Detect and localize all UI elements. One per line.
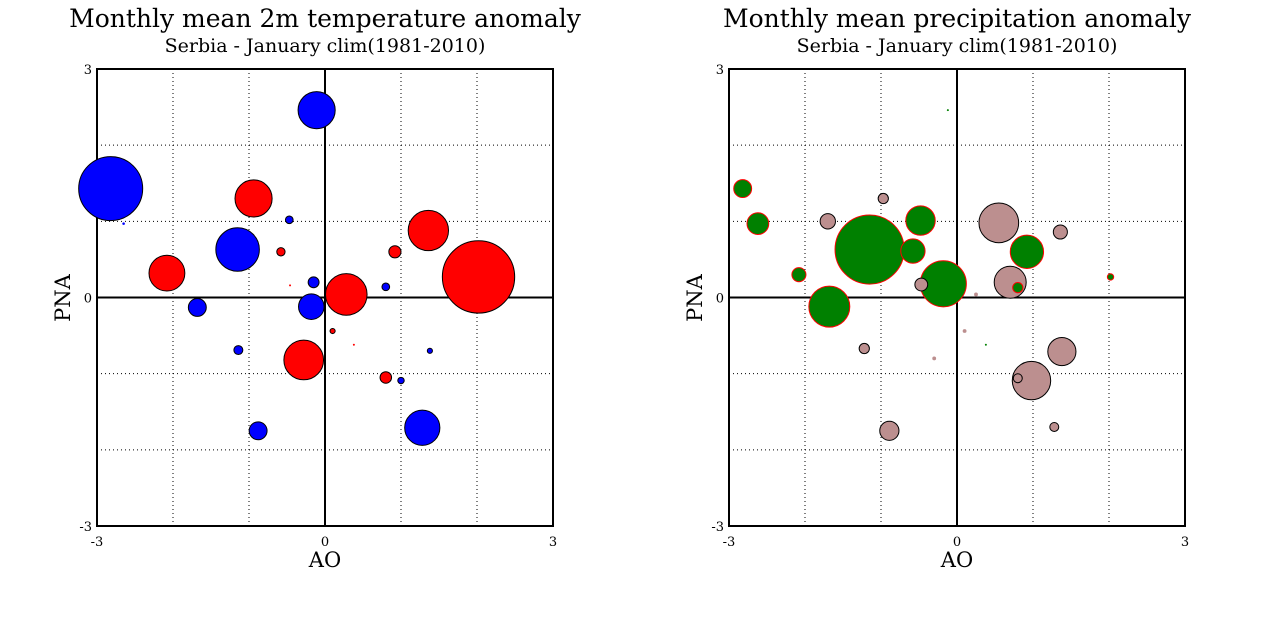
data-point-bubble (397, 376, 405, 385)
data-point-bubble (324, 273, 368, 316)
data-point-bubble (298, 293, 325, 320)
data-point-bubble (1106, 273, 1115, 281)
x-axis-label: AO (940, 548, 973, 572)
temperature-anomaly-panel: Monthly mean 2m temperature anomaly Serb… (51, 4, 582, 572)
data-point-bubble (407, 209, 450, 252)
data-point-bubble (122, 222, 125, 225)
data-point-bubble (307, 276, 320, 289)
data-point-bubble (733, 179, 753, 199)
data-point-bubble (148, 254, 186, 292)
x-tick-label: 0 (321, 535, 329, 550)
data-point-bubble (879, 420, 900, 441)
data-point-bubble (289, 284, 292, 287)
data-point-bubble (276, 247, 286, 257)
data-point-bubble (1052, 224, 1068, 240)
x-axis-label: AO (308, 548, 341, 572)
data-point-bubble (248, 421, 268, 441)
chart-title: Monthly mean precipitation anomaly (723, 4, 1192, 33)
y-tick-label: 0 (84, 292, 92, 307)
data-point-bubble (993, 265, 1027, 299)
data-point-bubble (1012, 373, 1023, 384)
y-tick-label: -3 (711, 520, 724, 535)
data-point-bubble (233, 345, 244, 356)
data-point-bubble (877, 192, 889, 205)
data-point-bubble (834, 214, 905, 285)
data-point-bubble (283, 339, 325, 381)
data-point-bubble (1009, 234, 1045, 269)
x-tick-label: 3 (549, 535, 557, 550)
data-point-bubble (858, 342, 870, 355)
data-point-bubble (379, 371, 393, 384)
data-point-bubble (1047, 336, 1077, 367)
x-tick-label: 0 (953, 535, 961, 550)
data-point-bubble (946, 109, 949, 112)
data-point-bubble (352, 343, 355, 346)
data-point-bubble (329, 327, 336, 335)
chart-subtitle: Serbia - January clim(1981-2010) (797, 35, 1118, 57)
data-point-bubble (78, 156, 144, 222)
data-point-bubble (381, 282, 391, 292)
data-point-bubble (187, 297, 207, 317)
data-point-bubble (914, 277, 929, 292)
data-point-bubble (905, 205, 936, 236)
data-point-bubble (900, 238, 926, 264)
plot-frame (96, 68, 554, 527)
chart-subtitle: Serbia - January clim(1981-2010) (165, 35, 486, 57)
data-point-bubble (388, 245, 402, 259)
data-point-bubble (404, 409, 441, 446)
chart-title: Monthly mean 2m temperature anomaly (69, 4, 582, 33)
data-point-bubble (1012, 281, 1024, 294)
y-tick-label: -3 (79, 520, 92, 535)
data-point-bubble (819, 213, 836, 230)
data-point-bubble (297, 91, 336, 130)
data-point-bubble (284, 215, 294, 225)
y-axis-label: PNA (51, 273, 75, 322)
y-tick-label: 3 (716, 63, 724, 78)
plot-frame (728, 68, 1186, 527)
data-point-bubble (746, 212, 770, 235)
precipitation-anomaly-panel: Monthly mean precipitation anomaly Serbi… (683, 4, 1192, 572)
x-tick-label: -3 (723, 535, 736, 550)
data-point-bubble (234, 179, 273, 218)
data-point-bubble (1049, 422, 1060, 432)
data-point-bubble (215, 227, 260, 272)
y-tick-label: 0 (716, 292, 724, 307)
data-point-bubble (808, 285, 851, 328)
data-point-bubble (441, 240, 516, 314)
data-point-bubble (1011, 360, 1052, 401)
y-tick-label: 3 (84, 63, 92, 78)
y-axis-label: PNA (683, 273, 707, 322)
data-point-bubble (978, 202, 1020, 244)
data-point-bubble (791, 267, 807, 283)
data-point-bubble (962, 329, 967, 333)
data-point-bubble (984, 343, 987, 346)
x-tick-label: 3 (1181, 535, 1189, 550)
data-point-bubble (932, 356, 937, 361)
data-point-bubble (426, 347, 433, 354)
data-point-bubble (974, 292, 978, 297)
x-tick-label: -3 (91, 535, 104, 550)
